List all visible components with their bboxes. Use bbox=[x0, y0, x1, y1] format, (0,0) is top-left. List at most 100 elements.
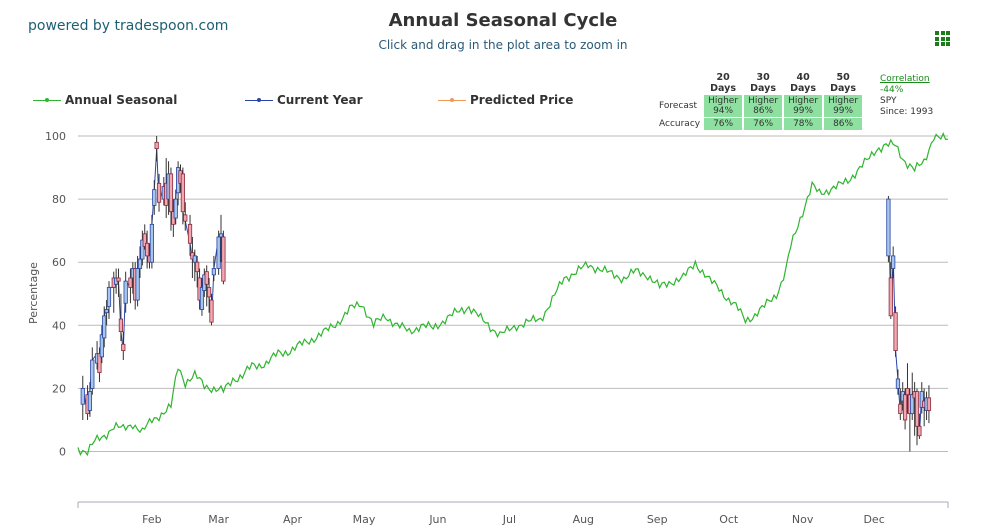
candle-body bbox=[140, 239, 145, 260]
correlation-since: Since: 1993 bbox=[880, 107, 934, 117]
candle-body bbox=[893, 312, 898, 351]
forecast-cell: Higher 99% bbox=[784, 95, 823, 117]
header-40-days: 40 Days bbox=[790, 72, 817, 94]
y-axis: 0 20 40 60 80 100 bbox=[45, 130, 66, 459]
forecast-row-label: Forecast bbox=[659, 101, 698, 111]
candle-body bbox=[87, 391, 93, 411]
y-tick-label: 60 bbox=[52, 256, 66, 269]
candle-body bbox=[886, 198, 891, 257]
correlation-symbol: SPY bbox=[880, 96, 897, 106]
chart-title: Annual Seasonal Cycle bbox=[388, 10, 618, 31]
accuracy-cell: 76% bbox=[744, 118, 783, 130]
candle-body bbox=[917, 425, 922, 437]
grid-menu-icon[interactable] bbox=[935, 31, 950, 46]
accuracy-cell: 76% bbox=[704, 118, 743, 130]
y-tick-label: 20 bbox=[52, 382, 66, 395]
accuracy-row-label: Accuracy bbox=[659, 119, 701, 129]
candle-body bbox=[902, 394, 908, 421]
candle-body bbox=[97, 353, 102, 374]
x-tick-label: Mar bbox=[208, 513, 229, 526]
correlation-value: -44% bbox=[880, 85, 904, 95]
plot-area[interactable] bbox=[77, 131, 949, 457]
x-tick-label: Oct bbox=[719, 513, 739, 526]
candle-body bbox=[80, 388, 85, 405]
x-tick-label: Dec bbox=[863, 513, 884, 526]
correlation-box: Correlation -44% SPY Since: 1993 bbox=[880, 74, 933, 118]
x-tick-label: Sep bbox=[647, 513, 668, 526]
candle-body bbox=[919, 391, 924, 408]
candle-body bbox=[116, 277, 121, 282]
candle-body bbox=[895, 378, 901, 389]
candle-body bbox=[104, 309, 109, 314]
y-tick-label: 40 bbox=[52, 319, 66, 332]
candle-body bbox=[121, 343, 126, 351]
candle-body bbox=[192, 255, 197, 263]
legend-label: Current Year bbox=[277, 93, 363, 107]
candle-body bbox=[204, 271, 209, 285]
forecast-table: 20 Days 30 Days 40 Days 50 Days Forecast… bbox=[656, 71, 864, 131]
candle-body bbox=[168, 173, 174, 213]
header-20-days: 20 Days bbox=[710, 72, 737, 94]
candle-body bbox=[106, 287, 112, 307]
candle-body bbox=[137, 258, 143, 269]
candle-body bbox=[173, 198, 178, 219]
candle-body bbox=[211, 268, 216, 276]
y-tick-label: 0 bbox=[59, 446, 66, 459]
candle-body bbox=[99, 334, 104, 358]
legend-label: Annual Seasonal bbox=[65, 93, 178, 107]
candle-body bbox=[914, 391, 920, 427]
candle-body bbox=[180, 173, 185, 213]
y-tick-label: 100 bbox=[45, 130, 66, 143]
x-tick-label: May bbox=[353, 513, 376, 526]
candle-body bbox=[149, 223, 154, 263]
candle-body bbox=[218, 233, 224, 238]
accuracy-cell: 78% bbox=[784, 118, 823, 130]
candle-body bbox=[910, 394, 915, 415]
candle-body bbox=[216, 236, 221, 269]
candle-body bbox=[221, 236, 226, 282]
candle-body bbox=[123, 280, 128, 304]
forecast-cell: Higher 94% bbox=[704, 95, 743, 117]
candle-body bbox=[195, 261, 200, 273]
series-line-annual-seasonal bbox=[77, 131, 949, 457]
accuracy-cell: 86% bbox=[824, 118, 863, 130]
x-tick-label: Jul bbox=[502, 513, 516, 526]
candle-body bbox=[926, 397, 932, 411]
candle-body bbox=[187, 223, 193, 244]
candle-body bbox=[888, 277, 893, 317]
forecast-cell: Higher 86% bbox=[744, 95, 783, 117]
candle-body bbox=[90, 359, 95, 389]
candle-body bbox=[206, 287, 212, 298]
header-30-days: 30 Days bbox=[750, 72, 777, 94]
legend-label: Predicted Price bbox=[470, 93, 574, 107]
candle-body bbox=[102, 315, 107, 339]
candle-body bbox=[152, 189, 157, 206]
brand-text[interactable]: powered by tradespoon.com bbox=[28, 18, 229, 34]
candle-body bbox=[905, 388, 910, 396]
y-tick-label: 80 bbox=[52, 193, 66, 206]
correlation-link[interactable]: Correlation bbox=[880, 74, 930, 84]
x-tick-label: Apr bbox=[283, 513, 303, 526]
header-50-days: 50 Days bbox=[830, 72, 857, 94]
candle-body bbox=[142, 233, 147, 247]
candle-body bbox=[898, 403, 903, 415]
candle-body bbox=[154, 141, 159, 150]
candle-body bbox=[183, 214, 188, 222]
x-tick-label: Aug bbox=[573, 513, 594, 526]
candle-body bbox=[209, 299, 214, 323]
candle-body bbox=[156, 182, 162, 203]
candle-body bbox=[199, 287, 205, 310]
x-tick-label: Feb bbox=[142, 513, 161, 526]
chart-subtitle: Click and drag in the plot area to zoom … bbox=[378, 38, 628, 52]
candle-body bbox=[891, 255, 896, 269]
y-axis-label: Percentage bbox=[27, 262, 40, 324]
x-tick-label: Jun bbox=[428, 513, 446, 526]
candle-body bbox=[118, 318, 124, 333]
candle-body bbox=[135, 268, 140, 301]
candle-body bbox=[145, 242, 150, 257]
x-tick-label: Nov bbox=[792, 513, 814, 526]
forecast-cell: Higher 99% bbox=[824, 95, 863, 117]
x-axis: Feb Mar Apr May Jun Jul Aug Sep Oct Nov Dec bbox=[77, 501, 949, 526]
candle-body bbox=[128, 277, 133, 288]
